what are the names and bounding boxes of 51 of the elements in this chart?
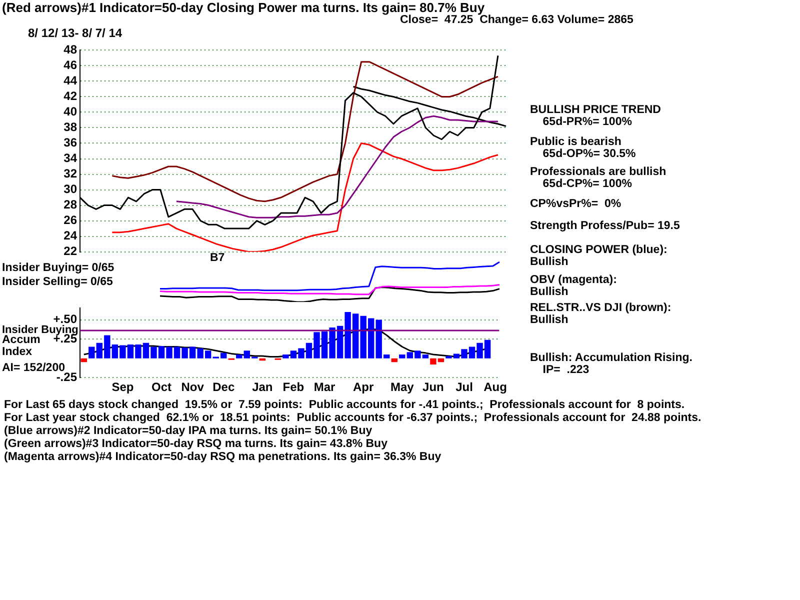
text: REL.STR..VS DJI (brown): Bullish [530,302,672,326]
x-tick-label: Jun [422,380,444,394]
x-tick-label: Jul [456,380,473,394]
x-tick-label: May [390,380,414,394]
text: Insider Buying= 0/65 [2,262,114,274]
y-tick-label: 32 [64,166,78,181]
annotation: B7 [210,252,225,264]
text: BULLISH PRICE TREND 65d-PR%= 100% [530,104,661,128]
x-tick-label: Feb [282,380,304,394]
y-tick-label: 40 [64,104,78,119]
y-tick-label: 42 [64,89,78,104]
y-tick-label: 38 [64,120,78,134]
text: For Last year stock changed 62.1% or 18.51 points: Public accounts for -6.37 points.; Professionals account for 24.88 points. [4,412,702,424]
text: Accum Index [2,334,40,358]
y-tick-label: +.50 [53,312,78,326]
y-tick-label: 28 [64,198,78,212]
bar [88,346,95,358]
text: (Magenta arrows)#4 Indicator=50-day RSQ ma penetrations. Its gain= 36.3% Buy [4,451,442,463]
y-tick-label: 36 [64,136,78,150]
text: Professionals are bullish 65d-CP%= 100% [530,166,666,190]
text: CLOSING POWER (blue): Bullish [530,244,668,268]
text: Bullish: Accumulation Rising. IP= .223 [530,352,692,376]
y-tick-label: 26 [64,213,78,228]
y-tick-label: 46 [64,58,78,72]
x-tick-label: Nov [181,380,204,394]
y-tick-label: 24 [64,228,78,243]
bar [236,354,242,358]
text: (Blue arrows)#2 Indicator=50-day IPA ma turns. Its gain= 50.1% Buy [4,425,372,437]
chart-subtitle: 8/ 12/ 13- 8/ 7/ 14 [28,26,122,40]
y-tick-label: 48 [64,42,78,57]
y-tick-label: 22 [64,244,78,258]
text: (Green arrows)#3 Indicator=50-day RSQ ma turns. Its gain= 43.8% Buy [4,438,388,450]
y-tick-label: 30 [64,182,78,196]
y-tick-label: 44 [64,74,78,88]
y-tick-label: 34 [64,151,78,166]
x-tick-label: Jan [252,380,273,394]
text: Strength Profess/Pub= 19.5 [530,220,680,232]
text: AI= 152/200 [2,362,65,374]
text: CP%vsPr%= 0% [530,198,622,210]
x-tick-label: Oct [152,380,172,394]
x-tick-label: Dec [212,380,235,394]
x-tick-label: Mar [314,380,336,394]
x-tick-label: Aug [484,380,507,394]
chart-title: (Red arrows)#1 Indicator=50-day Closing Power ma turns. Its gain= 80.7% Buy [2,0,485,15]
text: Insider Selling= 0/65 [2,276,113,288]
x-tick-label: Sep [112,380,134,394]
text: Public is bearish 65d-OP%= 30.5% [530,136,636,160]
x-tick-label: Apr [353,380,374,394]
text: OBV (magenta): Bullish [530,274,617,298]
text: For Last 65 days stock changed 19.5% or 7.59 points: Public accounts for -.41 points.; Professionals account for 8 points. [4,399,685,411]
text: Close= 47.25 Change= 6.63 Volume= 2865 [400,14,634,26]
